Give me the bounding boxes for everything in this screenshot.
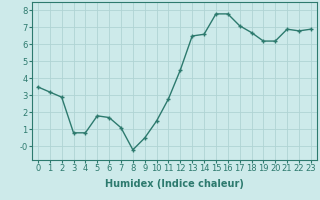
X-axis label: Humidex (Indice chaleur): Humidex (Indice chaleur) <box>105 179 244 189</box>
